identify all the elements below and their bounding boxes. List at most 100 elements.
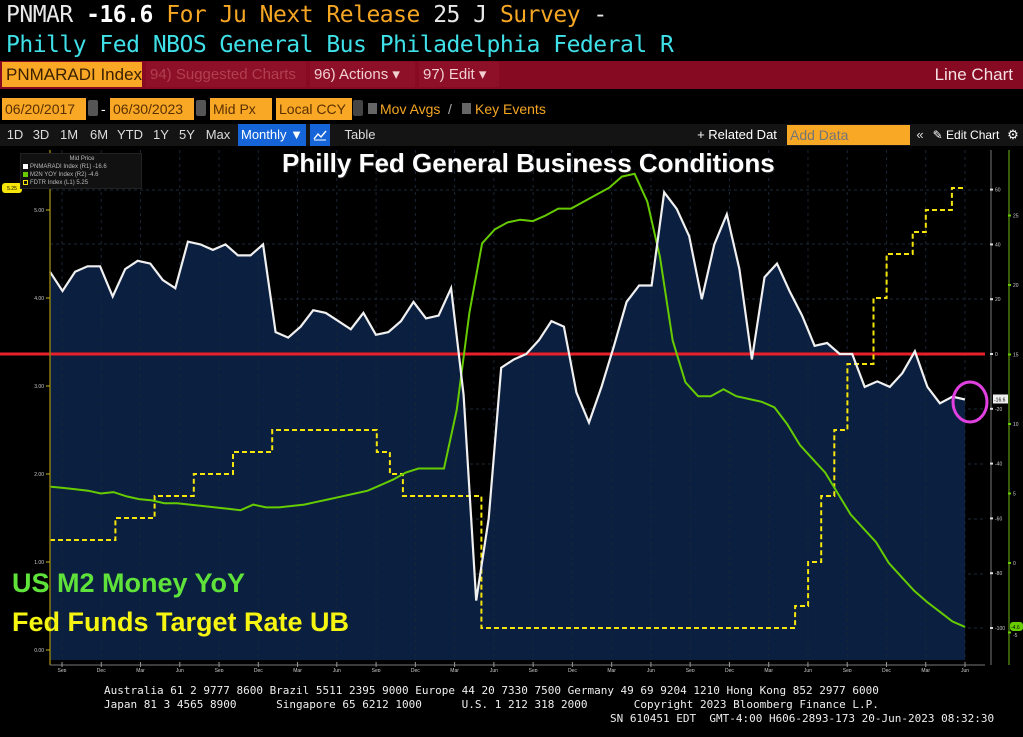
x-tick-label: Sep	[529, 668, 538, 672]
left-tick-label: 5.00	[34, 208, 44, 214]
legend: Mid Price PNMARADI Index (R1) -16.6 M2N …	[20, 153, 142, 189]
end-calendar-icon[interactable]	[196, 100, 206, 116]
period-1d[interactable]: 1D	[6, 127, 24, 142]
pnmar-line	[49, 189, 966, 601]
period-6m[interactable]: 6M	[89, 127, 109, 142]
key-events-checkbox[interactable]	[462, 103, 471, 114]
r1-tick-label: -80	[995, 571, 1002, 577]
vertical-grid	[61, 150, 966, 660]
left-last-value-badge	[2, 183, 22, 193]
r2-tick-label: 5	[1013, 492, 1016, 498]
settings-gear-icon[interactable]: ⚙	[1007, 127, 1019, 142]
x-tick-label: Sep	[843, 668, 852, 672]
left-tick-label: 1.00	[34, 560, 44, 566]
r1-tick-label: 0	[995, 352, 998, 358]
r1-tick	[990, 517, 993, 520]
r2-tick-label: 25	[1013, 214, 1019, 220]
left-last-value: 5.25	[7, 186, 17, 192]
period-1m[interactable]: 1M	[59, 127, 79, 142]
related-data-button[interactable]: + Related Dat	[697, 127, 777, 142]
r1-tick-label: -100	[995, 626, 1005, 632]
r1-last-value: -16.6	[994, 397, 1006, 403]
annotation-fed-funds: Fed Funds Target Rate UB	[12, 607, 350, 637]
x-tick-label: Jun	[647, 668, 655, 672]
r2-last-value-badge	[1010, 621, 1023, 631]
m2-yoy-line	[49, 172, 966, 628]
r1-tick-label: -20	[995, 407, 1002, 413]
collapse-icon[interactable]: «	[916, 127, 924, 142]
r1-tick	[990, 407, 993, 410]
suggested-charts-button[interactable]: 94) Suggested Charts	[146, 62, 306, 87]
period-5y[interactable]: 5Y	[179, 127, 195, 142]
x-tick-label: Sep	[58, 668, 67, 672]
period-max[interactable]: Max	[205, 127, 231, 142]
r2-last-value: -4.6	[1011, 625, 1020, 631]
x-tick-label: Jun	[490, 668, 498, 672]
mov-avgs-checkbox[interactable]	[368, 103, 377, 114]
r1-tick-label: 20	[995, 297, 1001, 303]
x-tick-label: Sep	[372, 668, 381, 672]
x-tick-label: Mar	[136, 668, 145, 672]
x-tick-label: Jun	[961, 668, 969, 672]
period-ytd[interactable]: YTD	[117, 127, 143, 142]
left-tick-label: 3.00	[34, 384, 44, 390]
add-data-input[interactable]	[787, 125, 910, 145]
x-tick-label: Mar	[607, 668, 616, 672]
legend-swatch	[23, 179, 28, 185]
x-tick-label: Jun	[804, 668, 812, 672]
mov-avgs-label: Mov Avgs	[380, 101, 441, 117]
r1-last-value-badge	[993, 394, 1008, 404]
x-tick-label: Mar	[764, 668, 773, 672]
left-tick-label: 4.00	[34, 296, 44, 302]
table-button[interactable]: Table	[344, 127, 376, 142]
ticker-short: PNMAR	[6, 2, 73, 28]
pencil-icon[interactable]: /	[448, 101, 452, 117]
currency-select[interactable]: Local CCY	[276, 98, 352, 120]
price-field-select[interactable]: Mid Px	[210, 98, 272, 120]
x-tick-label: Dec	[568, 668, 577, 672]
period-3d[interactable]: 3D	[32, 127, 50, 142]
last-value: -16.6	[86, 2, 153, 28]
frequency-select[interactable]: Monthly ▼	[238, 124, 306, 146]
legend-item: PNMARADI Index (R1) -16.6	[21, 163, 141, 171]
chart-canvas: 0.00 1.00 2.00 3.00 4.00 5.00 5.25 60 40 20 0 -20 -4…	[0, 150, 1023, 672]
x-tick-label: Dec	[254, 668, 263, 672]
currency-dropdown-icon[interactable]	[353, 100, 363, 116]
x-tick-label: Dec	[97, 668, 106, 672]
r1-tick-label: -60	[995, 516, 1002, 522]
left-tick-label: 0.00	[34, 648, 44, 654]
survey-value: -	[593, 2, 607, 28]
period-1y[interactable]: 1Y	[153, 127, 169, 142]
view-mode-label: Line Chart	[934, 65, 1013, 84]
r1-tick-label: -40	[995, 462, 1002, 468]
legend-item: M2N YOY Index (R2) -4.6	[21, 171, 141, 179]
key-events-label: Key Events	[475, 101, 546, 117]
annotation-m2: US M2 Money YoY	[12, 568, 246, 598]
date-separator: -	[101, 101, 106, 117]
actions-menu[interactable]: 96) Actions ▾	[310, 62, 415, 87]
x-tick-label: Mar	[293, 668, 302, 672]
start-date-field[interactable]: 06/20/2017	[2, 98, 86, 120]
ticker-field[interactable]: PNMARADI Index	[2, 62, 142, 87]
axes: 0.00 1.00 2.00 3.00 4.00 5.00 5.25 60 40 20 0 -20 -4…	[2, 150, 1023, 666]
line-chart-icon[interactable]	[310, 124, 330, 146]
end-date-field[interactable]: 06/30/2023	[110, 98, 194, 120]
chart-title: Philly Fed General Business Conditions	[282, 148, 775, 178]
r1-tick	[990, 188, 993, 191]
for-text: For Ju	[166, 2, 247, 28]
x-tick-label: Mar	[921, 668, 930, 672]
footer-contacts-2: Japan 81 3 4565 8900 Singapore 65 6212 1…	[104, 698, 879, 711]
start-calendar-icon[interactable]	[88, 100, 98, 116]
x-tick-label: Mar	[450, 668, 459, 672]
edit-chart-button[interactable]: ✎ Edit Chart	[932, 128, 1000, 142]
r2-tick-label: 20	[1013, 283, 1019, 289]
r2-tick	[1008, 214, 1011, 217]
r1-tick-label: 60	[995, 188, 1001, 194]
r1-tick	[990, 462, 993, 465]
r2-tick-label: 15	[1013, 353, 1019, 359]
survey-label: Survey	[499, 2, 581, 28]
r2-tick-label: 10	[1013, 422, 1019, 428]
pnmar-area-fill	[50, 192, 965, 661]
edit-menu[interactable]: 97) Edit ▾	[419, 62, 499, 87]
x-tick-label: Sep	[686, 668, 695, 672]
